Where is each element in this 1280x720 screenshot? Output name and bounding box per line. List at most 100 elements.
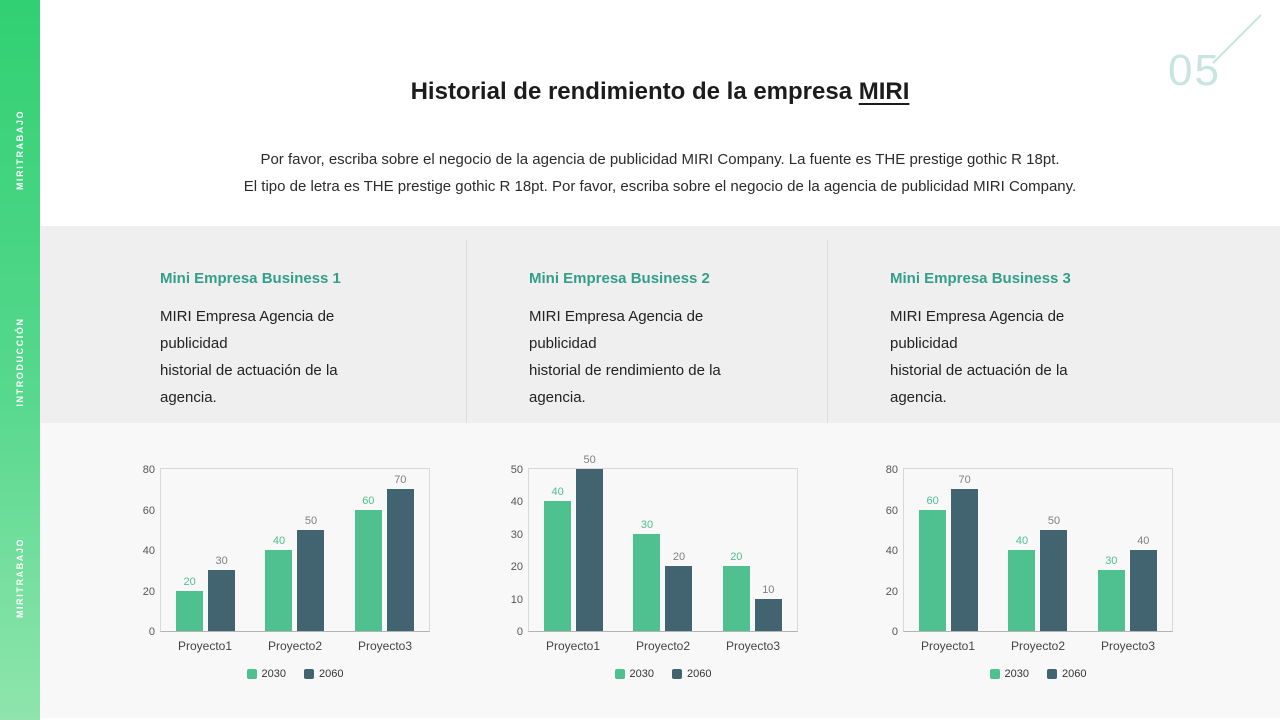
category-label: Proyecto2: [267, 639, 323, 653]
sidebar-label-top: MIRITRABAJO: [15, 109, 25, 191]
subtitle-line-2: El tipo de letra es THE prestige gothic …: [243, 178, 1077, 195]
y-axis-tick-label: 40: [142, 545, 155, 557]
legend-swatch: [614, 669, 625, 679]
chart-categories: Proyecto1 Proyecto2 Proyecto3: [160, 639, 430, 653]
legend-swatch: [672, 669, 682, 679]
y-axis-tick-label: 60: [885, 504, 898, 517]
card-heading: Mini Empresa Business 1: [160, 270, 341, 287]
bar-with-label: 10: [754, 469, 782, 631]
bar-with-label: 40: [1008, 469, 1036, 631]
main-content: 05 Historial de rendimiento de la empres…: [40, 0, 1280, 720]
bar: [544, 501, 572, 631]
bar-group: 40 50: [993, 469, 1082, 631]
legend-item: 2030: [614, 668, 654, 680]
corner-line-decoration: [1212, 14, 1262, 64]
bar: [1008, 550, 1036, 631]
bar-chart-2: 0 10 20 30 40 50 40 50 30 20 20 10 Proyecto1 Proyect…: [492, 452, 812, 680]
bar-value-label: 20: [183, 575, 196, 588]
bar: [919, 509, 947, 631]
bar-with-label: 50: [297, 469, 325, 631]
bar-value-label: 70: [958, 474, 971, 487]
card-line: historial de actuación de la agencia.: [890, 362, 1068, 406]
business-card-1: Mini Empresa Business 1 MIRI Empresa Age…: [160, 240, 466, 423]
y-axis-tick-label: 40: [510, 496, 523, 509]
bar-value-label: 60: [362, 494, 375, 507]
bar-group: 60 70: [904, 469, 993, 631]
bar: [386, 489, 414, 631]
bar: [665, 566, 693, 631]
card-line: historial de rendimiento de la agencia.: [529, 362, 721, 406]
bar-group: 40 50: [250, 469, 339, 631]
category-label: Proyecto2: [635, 639, 691, 653]
bar: [1040, 529, 1068, 631]
bar-value-label: 30: [640, 518, 654, 531]
bar-with-label: 70: [951, 469, 979, 631]
y-axis-tick-label: 40: [885, 545, 898, 557]
bar-group: 20 10: [708, 469, 797, 631]
legend-swatch: [1047, 669, 1057, 679]
bar: [754, 598, 782, 631]
category-label: Proyecto3: [357, 639, 413, 653]
category-label: Proyecto1: [177, 639, 233, 653]
bar-value-label: 20: [672, 551, 686, 564]
legend-swatch: [304, 669, 314, 679]
legend-label: 2030: [1004, 668, 1029, 680]
legend-item: 2030: [989, 668, 1029, 680]
bar-value-label: 10: [762, 583, 775, 596]
sidebar-label-middle: INTRODUCCIÓN: [15, 317, 25, 407]
subtitle-line-1: Por favor, escriba sobre el negocio de l…: [260, 151, 1060, 168]
page-title-text: Historial de rendimiento de la empresa: [410, 78, 859, 105]
chart-legend: 2030 2060: [160, 668, 430, 680]
bar: [265, 550, 293, 631]
legend-label: 2030: [629, 668, 654, 680]
bar-value-label: 40: [1137, 535, 1150, 547]
bar-value-label: 30: [1105, 555, 1118, 568]
bar-value-label: 30: [215, 555, 228, 568]
bar: [722, 566, 750, 631]
business-cards-band: Mini Empresa Business 1 MIRI Empresa Age…: [40, 226, 1280, 423]
bar-value-label: 50: [304, 514, 318, 527]
category-label: Proyecto1: [920, 639, 976, 653]
bar-group: 20 30: [161, 469, 250, 631]
legend-item: 2060: [1047, 668, 1086, 680]
bar: [176, 590, 204, 631]
bar-with-label: 30: [208, 469, 236, 631]
card-line: MIRI Empresa Agencia de publicidad: [890, 308, 1065, 352]
legend-item: 2030: [246, 668, 286, 680]
legend-label: 2060: [1062, 668, 1087, 680]
bar-with-label: 70: [386, 469, 414, 631]
category-label: Proyecto3: [1100, 639, 1156, 653]
y-axis-tick-label: 0: [516, 626, 523, 638]
bar-chart-3: 0 20 40 60 80 60 70 40 50 30 40 Proyecto1 Proyecto2…: [867, 452, 1187, 680]
sidebar-label-bottom: MIRITRABAJO: [15, 537, 25, 619]
sidebar: MIRITRABAJO INTRODUCCIÓN MIRITRABAJO: [0, 0, 40, 720]
legend-swatch: [989, 669, 1000, 679]
bar: [1097, 570, 1125, 631]
bar-groups: 20 30 40 50 60 70: [161, 469, 429, 631]
y-axis-tick-label: 0: [891, 626, 898, 638]
bar-with-label: 60: [919, 469, 947, 631]
bar-value-label: 20: [730, 551, 743, 564]
bar-value-label: 40: [551, 486, 564, 499]
bar: [576, 469, 604, 631]
bar: [951, 489, 979, 631]
bar-with-label: 50: [1040, 469, 1068, 631]
y-axis-tick-label: 20: [885, 585, 898, 598]
charts-area: 0 20 40 60 80 20 30 40 50 60 70 Proyecto1 Proyecto2…: [40, 423, 1280, 718]
category-label: Proyecto2: [1010, 639, 1066, 653]
y-axis-tick-label: 30: [510, 528, 523, 541]
business-card-3: Mini Empresa Business 3 MIRI Empresa Age…: [827, 240, 1188, 423]
chart-plot: 0 10 20 30 40 50 40 50 30 20 20 10: [511, 454, 798, 638]
y-axis-tick-label: 20: [510, 561, 523, 574]
y-axis-tick-label: 50: [510, 464, 523, 476]
legend-label: 2060: [319, 668, 344, 680]
bar: [297, 529, 325, 631]
bar: [633, 533, 661, 631]
bar-with-label: 60: [354, 469, 382, 631]
page-title-brand: MIRI: [858, 78, 910, 105]
bar-with-label: 40: [265, 469, 293, 631]
business-card-2: Mini Empresa Business 2 MIRI Empresa Age…: [466, 240, 827, 423]
y-axis-tick-label: 0: [148, 626, 155, 638]
bar-with-label: 20: [722, 469, 750, 631]
